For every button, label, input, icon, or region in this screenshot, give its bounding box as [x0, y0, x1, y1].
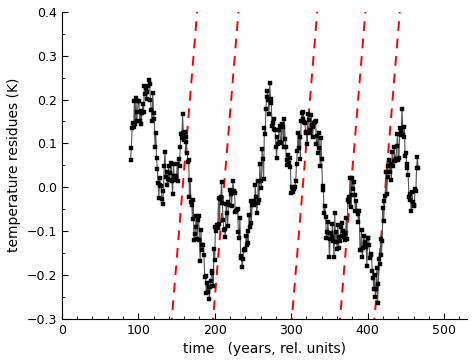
Y-axis label: temperature residues (K): temperature residues (K) [7, 78, 21, 253]
X-axis label: time   (years, rel. units): time (years, rel. units) [183, 342, 346, 356]
